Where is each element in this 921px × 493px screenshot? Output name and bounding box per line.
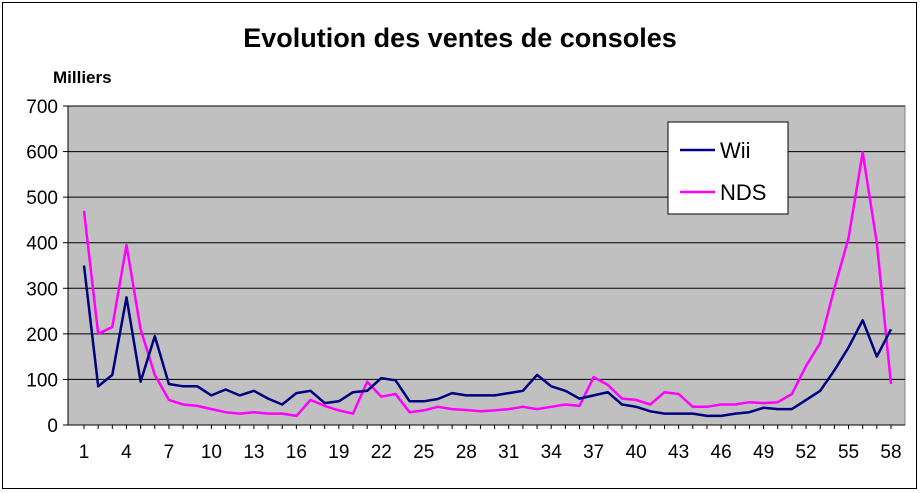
y-axis-ticks: 0 100 200 300 400 500 600 700 bbox=[26, 97, 68, 437]
x-tick-label-19: 19 bbox=[328, 442, 349, 463]
y-tick-label-200: 200 bbox=[26, 325, 58, 346]
y-tick-label-100: 100 bbox=[26, 370, 58, 391]
x-tick-label-34: 34 bbox=[541, 442, 563, 463]
x-tick-label-49: 49 bbox=[753, 442, 774, 463]
legend: Wii NDS bbox=[667, 121, 789, 215]
x-axis-ticks: 1 4 7 10 13 16 19 22 25 28 31 34 37 40 43 46 49 52 55 58 bbox=[79, 425, 902, 463]
x-tick-label-40: 40 bbox=[626, 442, 647, 463]
x-tick-label-43: 43 bbox=[668, 442, 689, 463]
x-tick-label-25: 25 bbox=[413, 442, 434, 463]
y-tick-label-0: 0 bbox=[47, 416, 58, 437]
y-tick-label-600: 600 bbox=[26, 143, 58, 164]
y-tick-label-700: 700 bbox=[26, 97, 58, 118]
x-tick-label-7: 7 bbox=[164, 442, 175, 463]
x-tick-label-16: 16 bbox=[286, 442, 307, 463]
series-lines bbox=[82, 151, 893, 418]
x-tick-label-31: 31 bbox=[498, 442, 519, 463]
legend-label-nds: NDS bbox=[720, 180, 766, 205]
legend-box bbox=[667, 121, 789, 215]
axes bbox=[67, 106, 905, 426]
series-line-nds bbox=[82, 151, 893, 418]
chart-title: Evolution des ventes de consoles bbox=[243, 23, 677, 53]
x-tick-label-28: 28 bbox=[456, 442, 477, 463]
x-tick-label-55: 55 bbox=[838, 442, 859, 463]
x-tick-label-13: 13 bbox=[243, 442, 264, 463]
y-tick-label-300: 300 bbox=[26, 279, 58, 300]
x-tick-label-1: 1 bbox=[79, 442, 90, 463]
y-tick-label-500: 500 bbox=[26, 188, 58, 209]
legend-label-wii: Wii bbox=[720, 138, 751, 163]
y-axis-unit-label: Milliers bbox=[53, 68, 112, 87]
x-tick-label-10: 10 bbox=[201, 442, 222, 463]
y-tick-label-400: 400 bbox=[26, 234, 58, 255]
x-tick-label-4: 4 bbox=[121, 442, 132, 463]
x-tick-label-22: 22 bbox=[371, 442, 392, 463]
x-tick-label-46: 46 bbox=[711, 442, 732, 463]
series-line-wii bbox=[82, 265, 893, 418]
x-tick-label-37: 37 bbox=[583, 442, 604, 463]
x-tick-label-52: 52 bbox=[795, 442, 816, 463]
x-tick-label-58: 58 bbox=[880, 442, 901, 463]
